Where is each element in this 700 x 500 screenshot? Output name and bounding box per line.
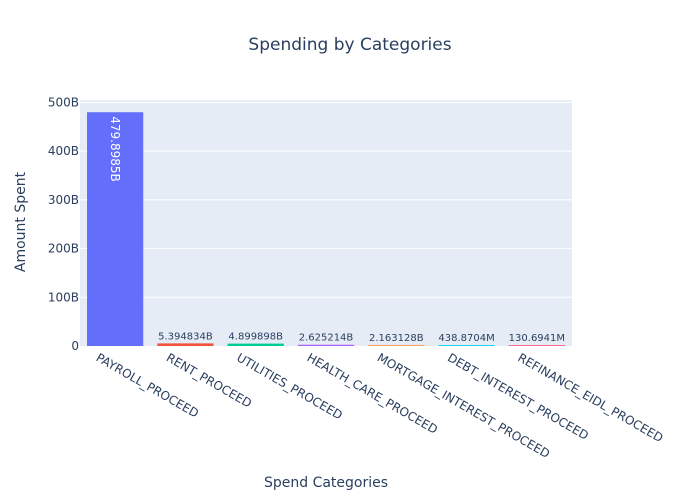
- bar[interactable]: [297, 344, 355, 346]
- data-label: 130.6941M: [509, 333, 565, 344]
- bar[interactable]: [227, 343, 284, 346]
- data-label: 2.625214B: [299, 333, 354, 344]
- bar[interactable]: [438, 345, 495, 346]
- data-label: 5.394834B: [158, 331, 213, 342]
- y-tick-label: 500B: [48, 95, 79, 109]
- bar[interactable]: [157, 343, 214, 346]
- y-tick-label: 200B: [48, 242, 79, 256]
- y-axis-title: Amount Spent: [13, 171, 29, 272]
- x-axis-title: Spend Categories: [264, 475, 388, 491]
- y-tick-label: 300B: [48, 193, 79, 207]
- y-tick-label: 400B: [48, 144, 79, 158]
- y-tick-label: 100B: [48, 290, 79, 304]
- data-label: 4.899898B: [228, 332, 283, 343]
- data-labels: 479.8985B 5.394834B 4.899898B 2.625214B 2.16…: [108, 116, 565, 344]
- data-label: 479.8985B: [108, 116, 122, 182]
- data-label: 438.8704M: [438, 333, 494, 344]
- x-tick-label: HEALTH_CARE_PROCEED: [305, 350, 441, 436]
- y-axis-ticks: 0 100B 200B 300B 400B 500B: [48, 95, 79, 353]
- gridlines: [80, 101, 572, 298]
- chart-title: Spending by Categories: [248, 35, 451, 55]
- bar[interactable]: [368, 344, 425, 346]
- bar[interactable]: [508, 345, 565, 346]
- x-axis-ticks: PAYROLL_PROCEEDRENT_PROCEEDUTILITIES_PRO…: [94, 350, 666, 461]
- bars: [87, 112, 565, 346]
- bar[interactable]: [87, 112, 144, 346]
- data-label: 2.163128B: [369, 333, 424, 344]
- plot-area: [80, 100, 572, 346]
- y-tick-label: 0: [71, 339, 79, 353]
